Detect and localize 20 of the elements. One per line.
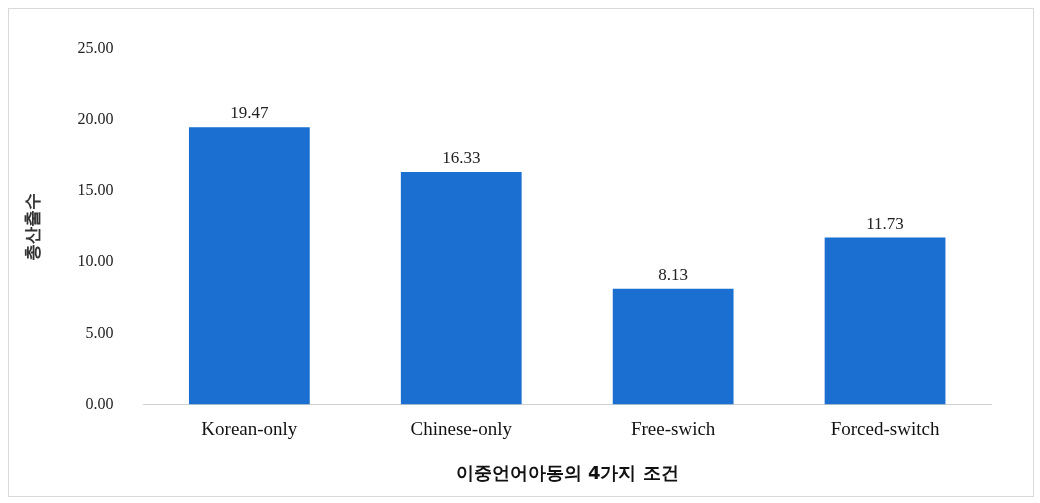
x-tick-label: Korean-only <box>201 417 298 439</box>
y-tick-label: 25.00 <box>77 38 114 56</box>
data-label: 19.47 <box>230 103 269 123</box>
data-label: 16.33 <box>442 148 481 168</box>
x-tick-label: Forced-switch <box>830 417 940 439</box>
bar <box>188 127 310 405</box>
data-label: 8.13 <box>658 264 689 284</box>
y-tick-label: 0.00 <box>85 394 114 412</box>
y-tick-label: 15.00 <box>77 181 114 199</box>
x-axis-title: 이중언어아동의 4가지 조건 <box>455 461 679 483</box>
x-tick-label: Chinese-only <box>410 417 513 439</box>
data-label: 11.73 <box>866 213 904 233</box>
y-tick-label: 5.00 <box>85 323 114 341</box>
bar <box>612 288 734 405</box>
bar <box>824 237 946 405</box>
y-tick-label: 10.00 <box>77 252 114 270</box>
x-tick-label: Free-swich <box>630 417 716 439</box>
y-axis-title: 총산출수 <box>21 192 42 261</box>
bar <box>400 172 522 405</box>
y-tick-label: 20.00 <box>77 110 114 127</box>
